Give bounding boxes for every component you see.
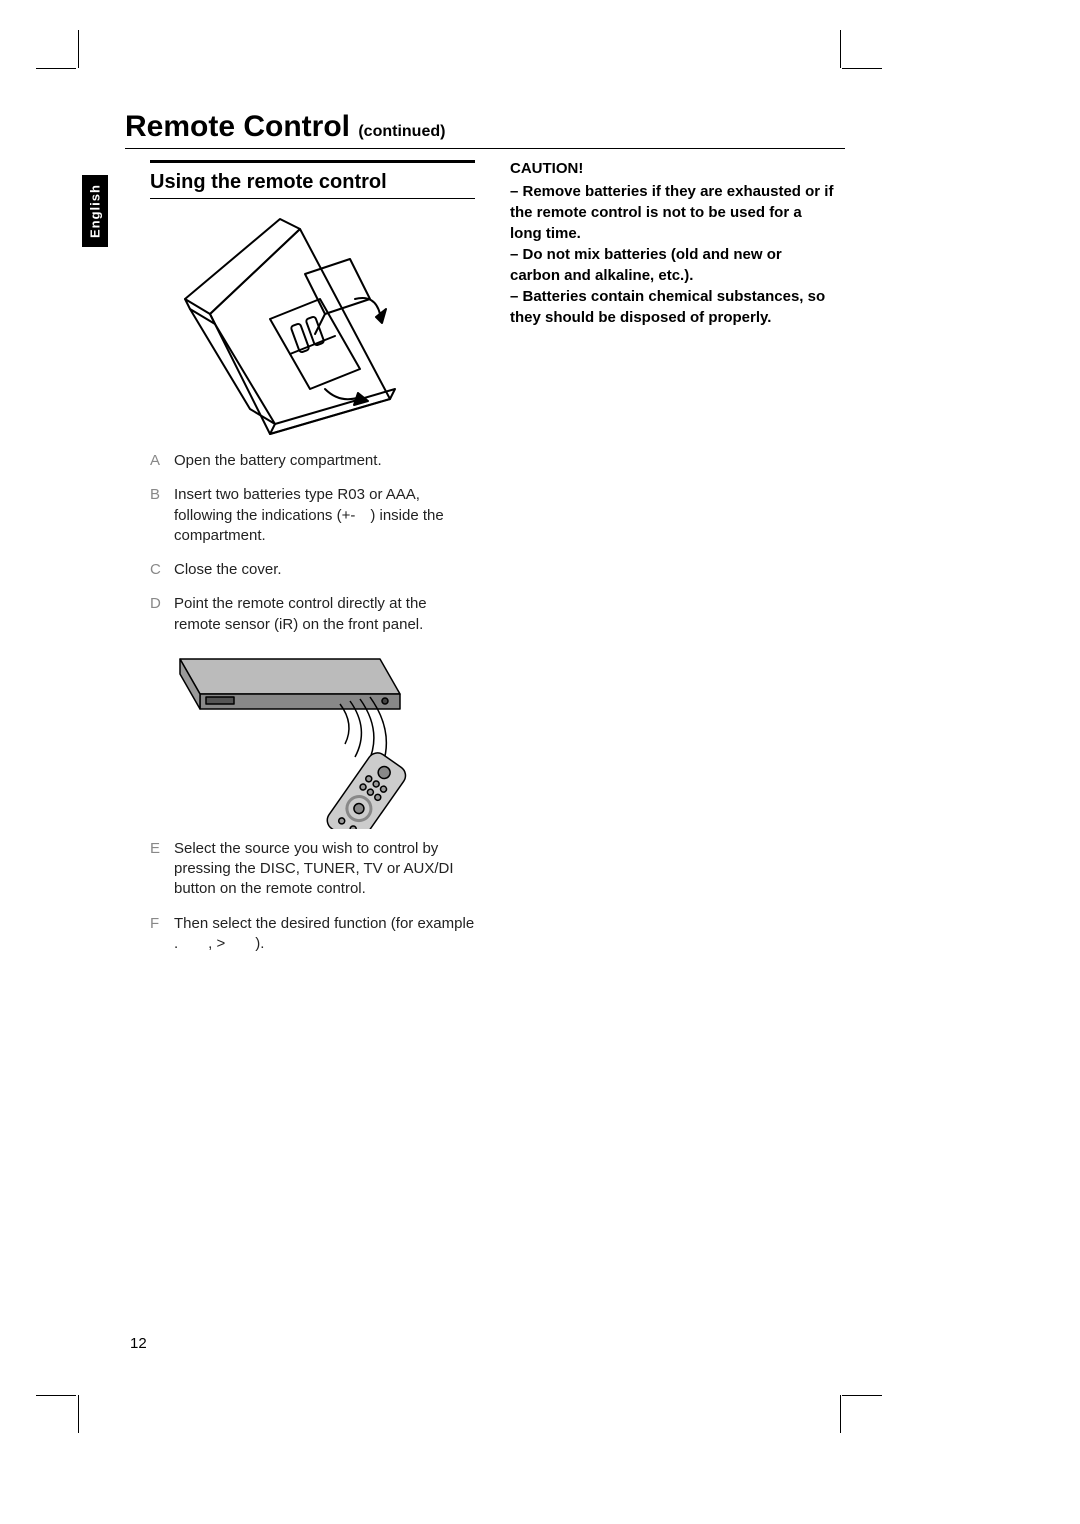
section-rule	[150, 160, 475, 163]
step-item: A Open the battery compartment.	[150, 451, 475, 471]
caution-line: – Batteries contain chemical substances,…	[510, 286, 835, 328]
step-text: Select the source you wish to control by…	[174, 839, 475, 900]
step-letter: A	[150, 451, 174, 471]
section-heading: Using the remote control	[150, 171, 475, 194]
caution-line: – Remove batteries if they are exhausted…	[510, 181, 835, 244]
crop-mark	[842, 68, 882, 69]
step-text: Insert two batteries type R03 or AAA, fo…	[174, 485, 475, 546]
step-item: D Point the remote control directly at t…	[150, 594, 475, 635]
crop-mark	[840, 1395, 841, 1433]
crop-mark	[78, 1395, 79, 1433]
caution-body: – Remove batteries if they are exhausted…	[510, 181, 835, 328]
language-label: English	[88, 184, 103, 238]
step-text: Then select the desired function (for ex…	[174, 914, 475, 955]
crop-mark	[36, 1395, 76, 1396]
title-main: Remote Control	[125, 110, 350, 143]
caution-heading: CAUTION!	[510, 160, 835, 177]
step-list-2: E Select the source you wish to control …	[150, 839, 475, 954]
language-tab: English	[82, 175, 108, 247]
step-item: C Close the cover.	[150, 560, 475, 580]
step-letter: F	[150, 914, 174, 955]
step-list-1: A Open the battery compartment. B Insert…	[150, 451, 475, 635]
crop-mark	[842, 1395, 882, 1396]
crop-mark	[78, 30, 79, 68]
section-rule	[150, 198, 475, 199]
crop-mark	[840, 30, 841, 68]
title-rule	[125, 148, 845, 149]
content-columns: Using the remote control	[150, 160, 845, 968]
step-letter: E	[150, 839, 174, 900]
step-text: Point the remote control directly at the…	[174, 594, 475, 635]
step-letter: C	[150, 560, 174, 580]
step-item: B Insert two batteries type R03 or AAA, …	[150, 485, 475, 546]
step-item: F Then select the desired function (for …	[150, 914, 475, 955]
page-header: Remote Control (continued)	[125, 110, 845, 149]
page-title: Remote Control (continued)	[125, 110, 845, 144]
page-number: 12	[130, 1335, 147, 1352]
step-letter: D	[150, 594, 174, 635]
remote-battery-illustration	[160, 209, 440, 439]
step-text: Open the battery compartment.	[174, 451, 475, 471]
step-letter: B	[150, 485, 174, 546]
remote-player-illustration	[170, 649, 460, 829]
remote-illustration-icon	[160, 209, 440, 439]
right-column: CAUTION! – Remove batteries if they are …	[510, 160, 835, 968]
caution-line: – Do not mix batteries (old and new or c…	[510, 244, 835, 286]
step-item: E Select the source you wish to control …	[150, 839, 475, 900]
title-continued: (continued)	[358, 123, 445, 140]
crop-mark	[36, 68, 76, 69]
player-remote-icon	[170, 649, 460, 829]
left-column: Using the remote control	[150, 160, 475, 968]
step-text: Close the cover.	[174, 560, 475, 580]
